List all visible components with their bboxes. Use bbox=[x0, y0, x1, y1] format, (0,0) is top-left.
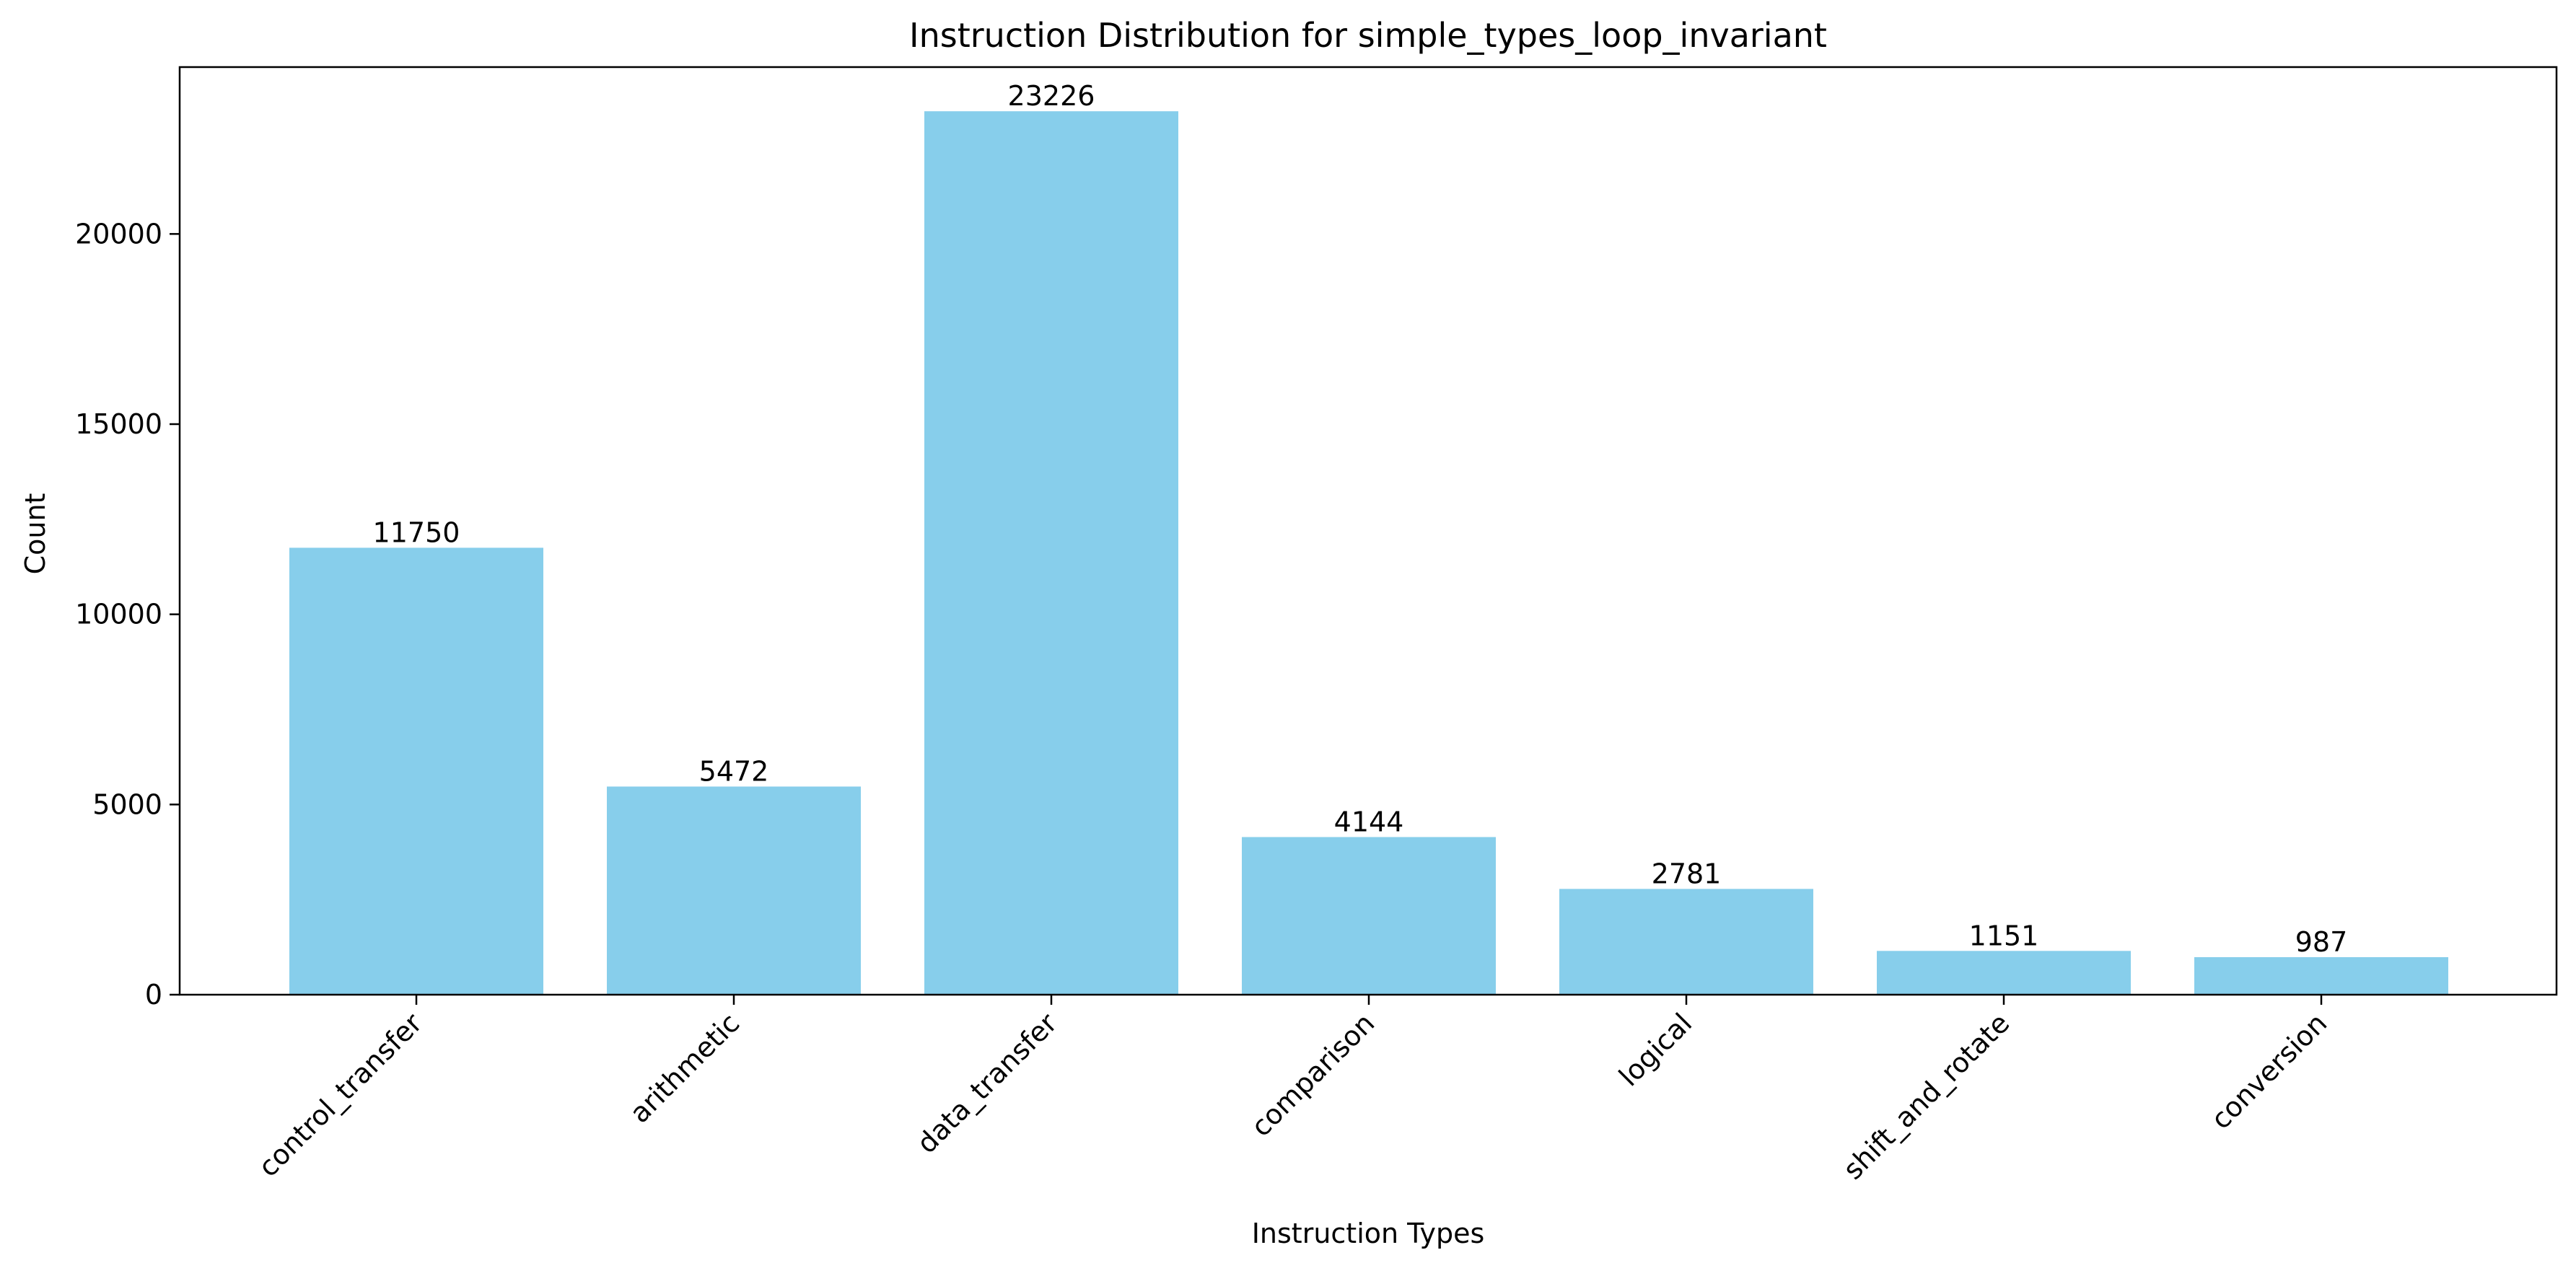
value-label-shift-and-rotate: 1151 bbox=[1969, 920, 2039, 951]
bar-data-transfer bbox=[924, 111, 1178, 995]
bar-arithmetic bbox=[607, 786, 861, 995]
y-tick-label-10000: 10000 bbox=[75, 599, 162, 630]
value-label-logical: 2781 bbox=[1652, 858, 1722, 889]
x-tick-label-control-transfer: control_transfer bbox=[253, 1007, 429, 1183]
bar-control-transfer bbox=[289, 547, 543, 995]
x-tick-label-logical: logical bbox=[1613, 1007, 1698, 1092]
y-tick-label-5000: 5000 bbox=[92, 788, 162, 820]
x-tick-label-shift-and-rotate: shift_and_rotate bbox=[1837, 1007, 2016, 1186]
bar-logical bbox=[1559, 889, 1813, 995]
value-label-control-transfer: 11750 bbox=[373, 516, 460, 548]
x-tick-label-arithmetic: arithmetic bbox=[623, 1007, 745, 1129]
value-label-conversion: 987 bbox=[2295, 926, 2348, 958]
x-tick-label-data-transfer: data_transfer bbox=[911, 1007, 1063, 1159]
x-axis-label: Instruction Types bbox=[1252, 1218, 1485, 1249]
plot-frame bbox=[178, 66, 2558, 996]
value-label-arithmetic: 5472 bbox=[699, 755, 769, 787]
chart-title: Instruction Distribution for simple_type… bbox=[909, 16, 1827, 55]
y-tick-label-15000: 15000 bbox=[75, 408, 162, 440]
bar-comparison bbox=[1242, 837, 1496, 995]
y-axis: 0 5000 10000 15000 20000 bbox=[75, 218, 180, 1011]
bar-conversion bbox=[2194, 956, 2448, 995]
bar-shift-and-rotate bbox=[1877, 951, 2131, 995]
x-tick-label-comparison: comparison bbox=[1245, 1007, 1380, 1143]
bars-layer bbox=[289, 111, 2448, 995]
y-tick-label-20000: 20000 bbox=[75, 218, 162, 250]
value-labels-layer: 11750 5472 23226 4144 2781 1151 987 bbox=[373, 80, 2348, 958]
value-label-comparison: 4144 bbox=[1334, 806, 1404, 837]
y-axis-label: Count bbox=[19, 493, 51, 575]
x-tick-label-conversion: conversion bbox=[2205, 1007, 2334, 1135]
value-label-data-transfer: 23226 bbox=[1008, 80, 1095, 112]
y-tick-label-0: 0 bbox=[145, 979, 162, 1011]
x-axis: control_transfer arithmetic data_transfer c… bbox=[253, 995, 2334, 1186]
